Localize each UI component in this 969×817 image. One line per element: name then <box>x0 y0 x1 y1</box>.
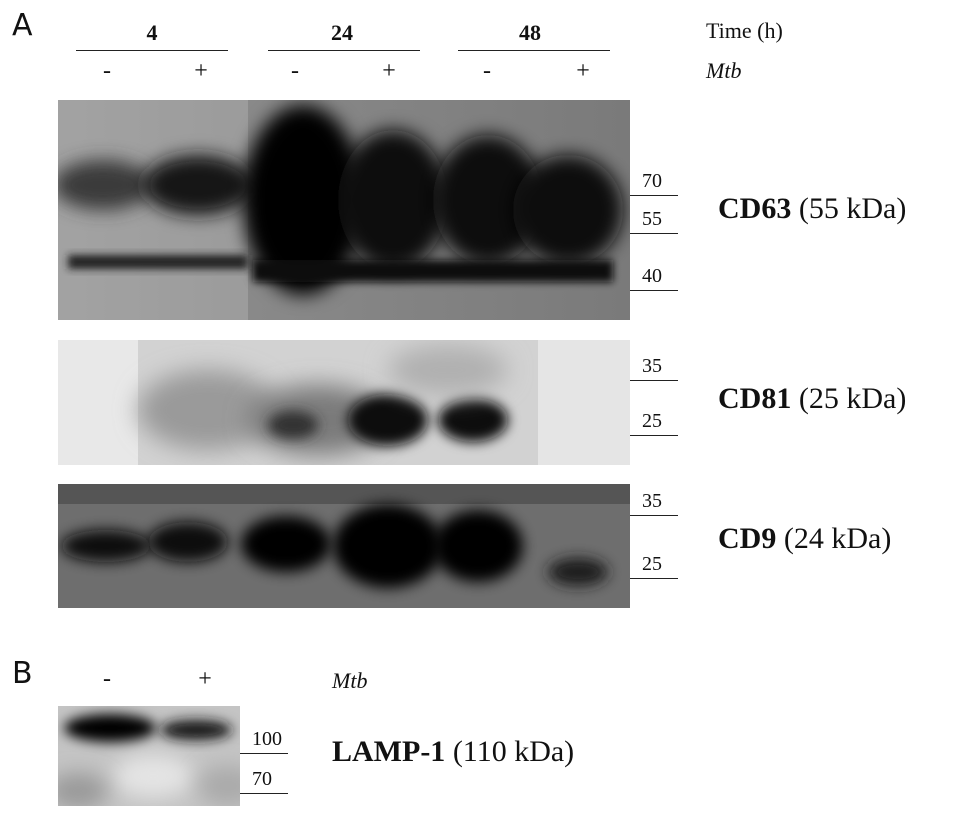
lane-sign-4: + <box>382 58 396 84</box>
cd9-name: CD9 <box>718 522 777 555</box>
cd63-size: (55 kDa) <box>798 192 907 225</box>
lamp1-label: LAMP-1 (110 kDa) <box>332 735 574 769</box>
cd81-label: CD81 (25 kDa) <box>718 382 906 416</box>
lamp1-marker-70: 70 <box>252 768 272 790</box>
cd9-marker-25-tick <box>630 578 678 579</box>
lamp1-marker-70-tick <box>240 793 288 794</box>
panel-b-letter: B <box>12 656 33 691</box>
panel-b-lane-sign-1: - <box>103 666 111 692</box>
cd9-blot-image <box>58 484 630 608</box>
cd81-marker-25-tick <box>630 435 678 436</box>
lane-sign-6: + <box>576 58 590 84</box>
cd63-marker-70: 70 <box>642 170 662 192</box>
cd9-size: (24 kDa) <box>783 522 892 555</box>
cd63-marker-55: 55 <box>642 208 662 230</box>
panel-b-lane-sign-2: + <box>198 666 212 692</box>
cd63-label: CD63 (55 kDa) <box>718 192 906 226</box>
lamp1-marker-100: 100 <box>252 728 282 750</box>
lamp1-marker-100-tick <box>240 753 288 754</box>
time-group-48: 48 <box>519 20 541 45</box>
cd81-name: CD81 <box>718 382 792 415</box>
panel-a-letter: A <box>12 8 33 43</box>
cd81-marker-35-tick <box>630 380 678 381</box>
cd9-marker-35: 35 <box>642 490 662 512</box>
cd63-name: CD63 <box>718 192 792 225</box>
cd9-marker-35-tick <box>630 515 678 516</box>
time-group-24-line <box>268 50 420 51</box>
time-group-24: 24 <box>331 20 353 45</box>
cd81-size: (25 kDa) <box>798 382 907 415</box>
lamp1-name: LAMP-1 <box>332 735 446 768</box>
time-group-4-line <box>76 50 228 51</box>
time-header: Time (h) <box>706 18 783 43</box>
mtb-header-a: Mtb <box>706 58 742 83</box>
cd81-blot-image <box>58 340 630 465</box>
cd63-marker-70-tick <box>630 195 678 196</box>
cd81-marker-25: 25 <box>642 410 662 432</box>
cd63-blot-image <box>58 100 630 320</box>
lane-sign-3: - <box>291 58 299 84</box>
lane-sign-2: + <box>194 58 208 84</box>
cd9-label: CD9 (24 kDa) <box>718 522 891 556</box>
lane-sign-5: - <box>483 58 491 84</box>
cd63-marker-55-tick <box>630 233 678 234</box>
cd63-marker-40-tick <box>630 290 678 291</box>
time-group-48-line <box>458 50 610 51</box>
cd9-marker-25: 25 <box>642 553 662 575</box>
cd63-marker-40: 40 <box>642 265 662 287</box>
lamp1-size: (110 kDa) <box>452 735 575 768</box>
lamp1-blot-image <box>58 706 240 806</box>
cd81-marker-35: 35 <box>642 355 662 377</box>
lane-sign-1: - <box>103 58 111 84</box>
time-group-4: 4 <box>146 20 158 45</box>
mtb-header-b: Mtb <box>332 668 368 693</box>
